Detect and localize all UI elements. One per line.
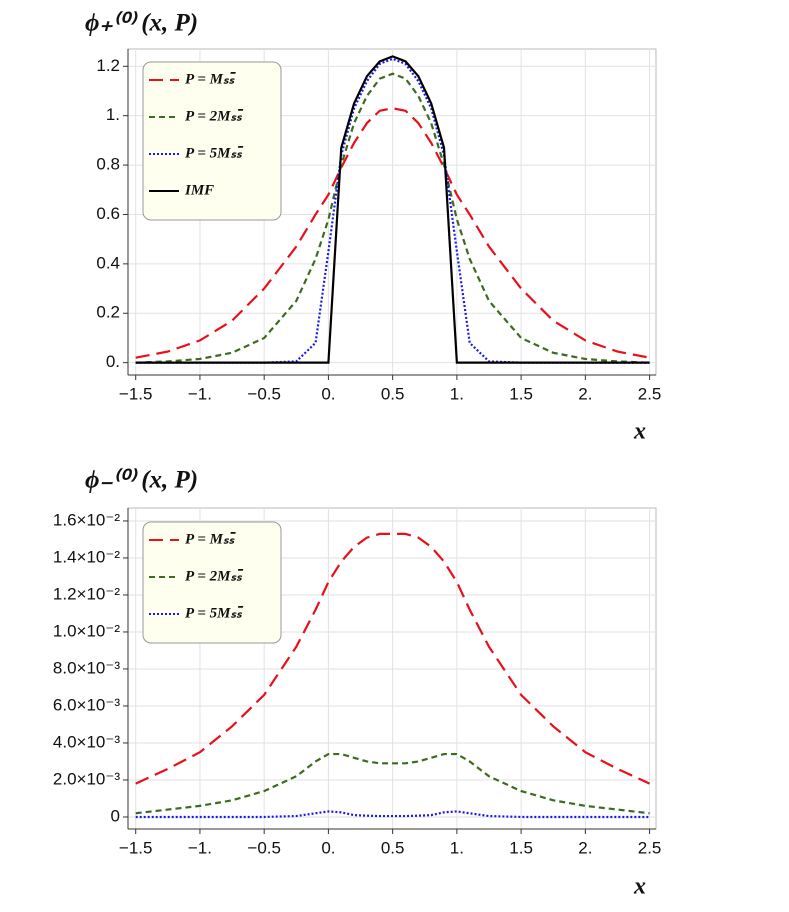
y-tick-label: 0 (111, 806, 120, 825)
x-tick-label: −1. (188, 384, 212, 403)
x-tick-label: 2. (578, 384, 592, 403)
y-tick-label: 2.0×10⁻³ (53, 769, 120, 788)
y-tick-label: 8.0×10⁻³ (53, 658, 120, 677)
series-line (135, 55, 650, 364)
x-axis-label: x (633, 874, 646, 900)
legend-label: P = 5Mₛₛ̄ (185, 605, 244, 621)
x-tick-label: 1. (450, 838, 464, 857)
chart-title: ϕ₋⁽⁰⁾ (x, P) (85, 467, 198, 494)
legend-label: P = Mₛₛ̄ (185, 531, 236, 547)
series-line (135, 72, 650, 364)
x-tick-label: 0.5 (381, 838, 405, 857)
x-tick-label: 2.5 (638, 384, 662, 403)
chart-title: ϕ₊⁽⁰⁾ (x, P) (85, 10, 198, 37)
chart: ϕ₊⁽⁰⁾ (x, P) x 0. 0.2 0.4 0.6 0.8 1. 1.2 −1.5 −1. −… (85, 10, 661, 445)
y-tick-label: 4.0×10⁻³ (53, 732, 120, 751)
series-line (135, 752, 650, 815)
legend-label: P = Mₛₛ̄ (185, 71, 236, 87)
y-tick-label: 0.6 (96, 204, 120, 223)
y-tick-label: 1.2 (96, 56, 120, 75)
legend-label: P = 2Mₛₛ̄ (185, 568, 244, 584)
y-tick-label: 1. (106, 105, 120, 124)
x-tick-label: −1.5 (119, 838, 153, 857)
x-tick-label: 1.5 (509, 838, 533, 857)
x-tick-label: −0.5 (247, 838, 281, 857)
x-tick-label: 2. (578, 838, 592, 857)
x-tick-label: −1.5 (119, 384, 153, 403)
chart: ϕ₋⁽⁰⁾ (x, P) x 0 2.0×10⁻³ 4.0×10⁻³ 6.0×10⁻³ 8.… (53, 467, 662, 900)
y-tick-label: 0.4 (96, 253, 120, 272)
x-tick-label: −1. (188, 838, 212, 857)
y-tick-label: 1.2×10⁻² (53, 584, 120, 603)
x-tick-label: 0.5 (381, 384, 405, 403)
legend-label: P = 5Mₛₛ̄ (185, 145, 244, 161)
x-tick-label: 1.5 (509, 384, 533, 403)
y-tick-label: 1.4×10⁻² (53, 547, 120, 566)
series-line (135, 107, 650, 359)
x-tick-label: −0.5 (247, 384, 281, 403)
y-tick-label: 1.6×10⁻² (53, 510, 120, 529)
series-line (135, 532, 651, 785)
x-tick-label: 1. (450, 384, 464, 403)
y-tick-label: 0. (106, 352, 120, 371)
y-tick-label: 0.8 (96, 155, 120, 174)
y-tick-label: 1.0×10⁻² (53, 621, 120, 640)
y-tick-label: 0.2 (96, 303, 120, 322)
legend-box (142, 61, 282, 221)
x-tick-label: 0. (321, 838, 335, 857)
x-tick-label: 0. (321, 384, 335, 403)
y-tick-label: 6.0×10⁻³ (53, 695, 120, 714)
legend-label: IMF (184, 182, 214, 198)
x-tick-label: 2.5 (638, 838, 662, 857)
x-axis-label: x (633, 419, 646, 445)
legend-label: P = 2Mₛₛ̄ (185, 108, 244, 124)
legend-box (142, 521, 282, 644)
series-line (135, 810, 650, 819)
